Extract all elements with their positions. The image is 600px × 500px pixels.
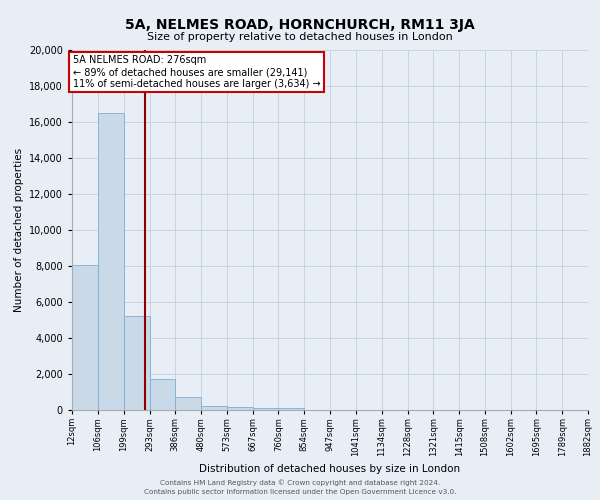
X-axis label: Distribution of detached houses by size in London: Distribution of detached houses by size … <box>199 464 461 474</box>
Text: Size of property relative to detached houses in London: Size of property relative to detached ho… <box>147 32 453 42</box>
Text: 5A NELMES ROAD: 276sqm
← 89% of detached houses are smaller (29,141)
11% of semi: 5A NELMES ROAD: 276sqm ← 89% of detached… <box>73 56 320 88</box>
Text: Contains public sector information licensed under the Open Government Licence v3: Contains public sector information licen… <box>144 489 456 495</box>
Bar <box>124 316 149 410</box>
Bar <box>72 265 98 410</box>
Bar <box>98 113 124 410</box>
Bar <box>149 380 175 410</box>
Bar <box>227 408 253 410</box>
Text: 5A, NELMES ROAD, HORNCHURCH, RM11 3JA: 5A, NELMES ROAD, HORNCHURCH, RM11 3JA <box>125 18 475 32</box>
Bar <box>278 408 304 410</box>
Text: Contains HM Land Registry data © Crown copyright and database right 2024.: Contains HM Land Registry data © Crown c… <box>160 480 440 486</box>
Bar <box>175 396 201 410</box>
Bar <box>201 406 227 410</box>
Bar <box>253 408 278 410</box>
Y-axis label: Number of detached properties: Number of detached properties <box>14 148 23 312</box>
